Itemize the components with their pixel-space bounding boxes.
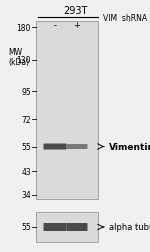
Text: 72: 72: [21, 115, 31, 124]
FancyBboxPatch shape: [66, 144, 87, 149]
Text: 43: 43: [21, 167, 31, 176]
Text: Vimentin: Vimentin: [109, 142, 150, 151]
Bar: [36, 212, 98, 242]
Text: VIM  shRNA: VIM shRNA: [103, 14, 147, 23]
Text: 293T: 293T: [63, 6, 87, 16]
Text: 180: 180: [17, 23, 31, 32]
Text: 34: 34: [21, 191, 31, 200]
Text: -: -: [54, 21, 57, 30]
Text: MW
(kDa): MW (kDa): [8, 48, 29, 67]
Bar: [36, 22, 98, 199]
Text: 130: 130: [16, 56, 31, 65]
Text: 55: 55: [21, 142, 31, 151]
FancyBboxPatch shape: [66, 223, 87, 231]
FancyBboxPatch shape: [44, 223, 66, 231]
Text: alpha tubulin: alpha tubulin: [109, 223, 150, 232]
Text: +: +: [74, 21, 80, 30]
Text: 55: 55: [21, 223, 31, 232]
FancyBboxPatch shape: [44, 144, 66, 150]
Text: 95: 95: [21, 88, 31, 97]
